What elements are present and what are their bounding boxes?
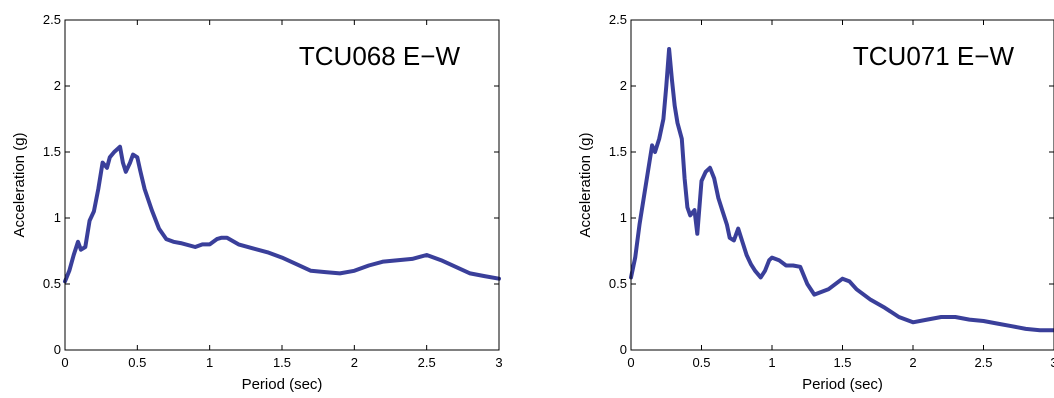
- x-tick-label: 0: [627, 355, 634, 370]
- y-tick-label: 0: [620, 342, 627, 357]
- x-tick-label: 0.5: [692, 355, 710, 370]
- x-tick-label: 2: [351, 355, 358, 370]
- x-tick-label: 2: [909, 355, 916, 370]
- chart-2: 0 0.5 1 1.5 2 2.5 3 0 0.5 1 1.5 2 2.5 Period (sec) Acc…: [577, 12, 1054, 393]
- y-axis-label: Acceleration (g): [11, 132, 28, 237]
- x-tick-label: 1.5: [273, 355, 291, 370]
- x-tick-label: 2.5: [418, 355, 436, 370]
- y-tick-label: 1.5: [43, 144, 61, 159]
- x-tick-label: 1: [768, 355, 775, 370]
- y-axis-label: Acceleration (g): [577, 132, 594, 237]
- y-tick-label: 0.5: [609, 276, 627, 291]
- chart-1: 0 0.5 1 1.5 2 2.5 3 0 0.5 1 1.5 2 2.5 Period (sec) Acc…: [11, 12, 503, 393]
- chart-title: TCU068 E−W: [299, 41, 461, 71]
- x-axis-label: Period (sec): [242, 376, 323, 393]
- chart-title: TCU071 E−W: [853, 41, 1015, 71]
- y-tick-label: 0: [54, 342, 61, 357]
- y-tick-label: 2.5: [609, 12, 627, 27]
- x-axis-label: Period (sec): [802, 376, 883, 393]
- y-tick-label: 2: [620, 78, 627, 93]
- x-tick-label: 3: [1050, 355, 1054, 370]
- y-tick-label: 1.5: [609, 144, 627, 159]
- x-tick-label: 1.5: [833, 355, 851, 370]
- series-line: [63, 144, 501, 284]
- x-tick-label: 1: [206, 355, 213, 370]
- x-tick-label: 3: [495, 355, 502, 370]
- series-line: [629, 47, 1054, 333]
- x-tick-label: 0.5: [128, 355, 146, 370]
- y-tick-label: 2.5: [43, 12, 61, 27]
- y-tick-label: 1: [620, 210, 627, 225]
- x-tick-label: 2.5: [974, 355, 992, 370]
- y-tick-label: 2: [54, 78, 61, 93]
- y-tick-label: 1: [54, 210, 61, 225]
- y-tick-label: 0.5: [43, 276, 61, 291]
- x-tick-label: 0: [61, 355, 68, 370]
